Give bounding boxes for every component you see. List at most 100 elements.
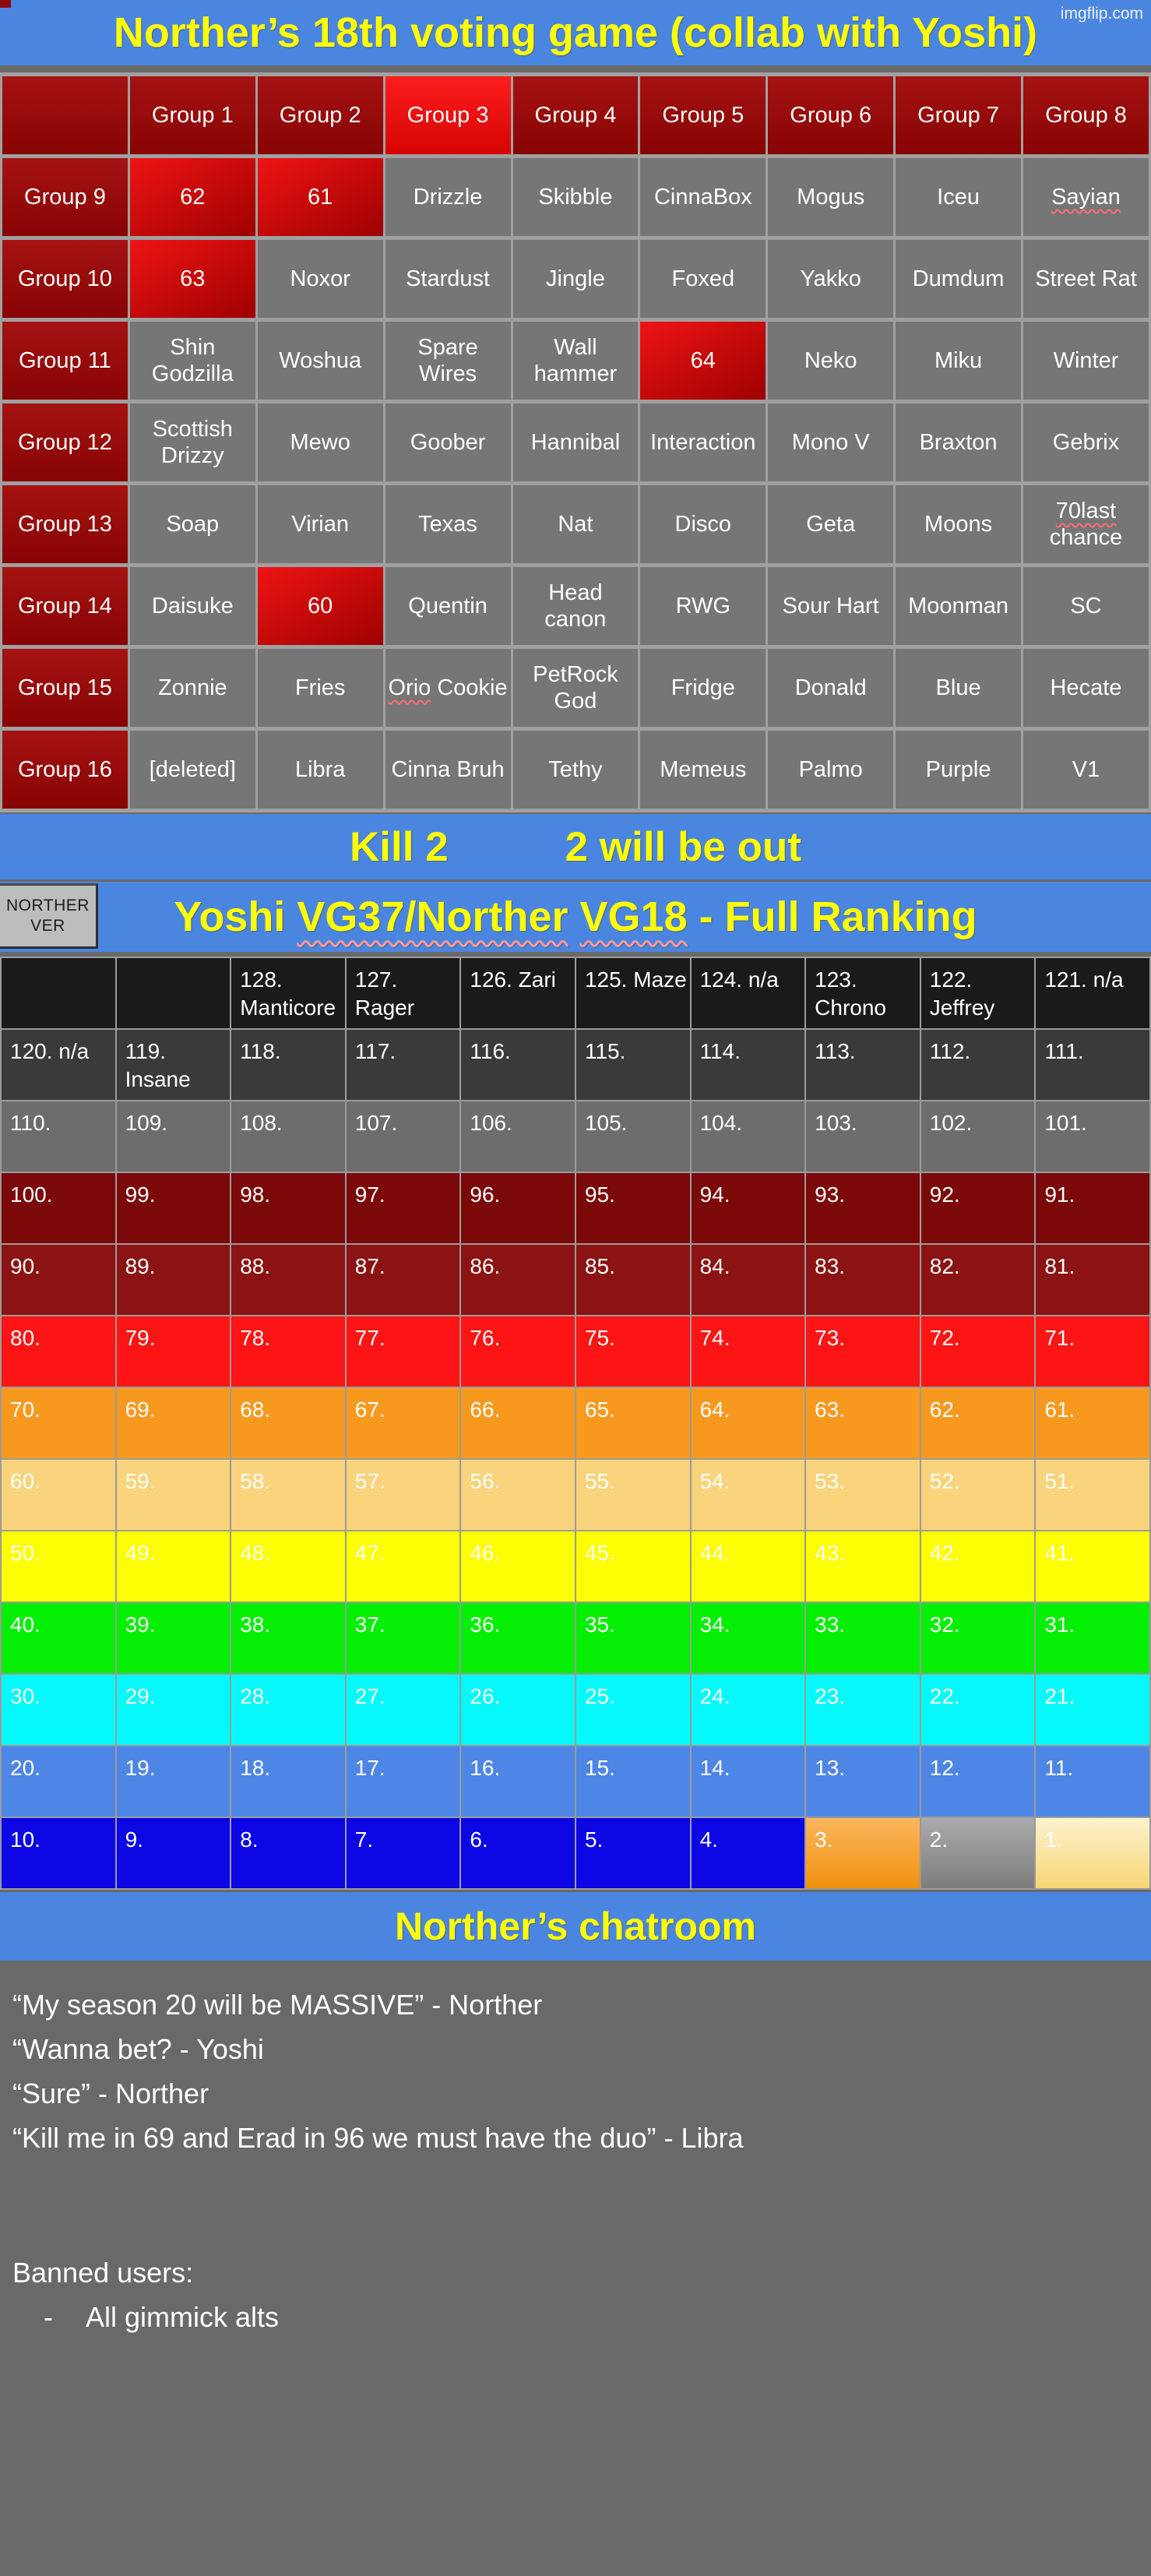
groups-header-row: Group 1 Group 2 Group 3 Group 4 Group 5 Group… bbox=[2, 76, 1149, 154]
norther-ver-button[interactable]: NORTHER VER bbox=[0, 883, 98, 949]
player-cell: Mogus bbox=[768, 158, 894, 236]
player-cell: Daisuke bbox=[129, 567, 255, 645]
rank-cell: 81. bbox=[1034, 1243, 1151, 1316]
group-header-cell: Group 4 bbox=[512, 76, 639, 154]
rank-cell: 57. bbox=[344, 1458, 462, 1531]
rank-cell: 42. bbox=[919, 1530, 1037, 1603]
rank-cell: 76. bbox=[459, 1315, 576, 1388]
group-header-cell: Group 8 bbox=[1023, 76, 1149, 154]
eliminated-number-cell: 63 bbox=[129, 240, 255, 318]
rank-cell bbox=[114, 957, 232, 1030]
eliminated-number-cell: 64 bbox=[640, 322, 766, 400]
rank-cell: 44. bbox=[689, 1530, 807, 1603]
rank-cell: 109. bbox=[114, 1100, 232, 1173]
rank-cell: 118. bbox=[230, 1028, 347, 1101]
ranking-row: 128. Manticore 127. Rager 126. Zari 125. Ma… bbox=[0, 957, 1151, 1030]
player-cell: Foxed bbox=[640, 240, 766, 318]
rank-cell: 3. bbox=[804, 1817, 921, 1890]
rank-cell: 119. Insane bbox=[114, 1028, 232, 1101]
player-cell: Hannibal bbox=[512, 403, 639, 481]
rank-cell: 32. bbox=[919, 1602, 1037, 1675]
player-cell: CinnaBox bbox=[640, 158, 766, 236]
ranking-table-body: 128. Manticore 127. Rager 126. Zari 125. Ma… bbox=[0, 957, 1151, 1890]
group-label-cell: Group 10 bbox=[2, 240, 128, 318]
rank-cell: 37. bbox=[344, 1602, 462, 1675]
group-row: Group 11 Shin Godzilla Woshua Spare Wires Wa… bbox=[2, 322, 1149, 400]
rank-cell: 106. bbox=[459, 1100, 576, 1173]
rank-cell: 123. Chrono bbox=[804, 957, 921, 1030]
player-cell: Palmo bbox=[768, 731, 894, 809]
player-cell: Libra bbox=[257, 731, 383, 809]
chat-message: “Kill me in 69 and Erad in 96 we must ha… bbox=[12, 2122, 744, 2154]
rank-cell: 89. bbox=[114, 1243, 232, 1316]
rank-cell: 36. bbox=[459, 1602, 576, 1675]
rank-cell: 86. bbox=[459, 1243, 576, 1316]
group-header-cell: Group 3 bbox=[385, 76, 511, 154]
rank-cell: 80. bbox=[0, 1315, 117, 1388]
rank-cell: 64. bbox=[689, 1387, 807, 1460]
rank-cell: 74. bbox=[689, 1315, 807, 1388]
player-cell: 70last chance bbox=[1023, 485, 1149, 563]
player-cell: Memeus bbox=[640, 731, 766, 809]
rank-cell: 1. bbox=[1034, 1817, 1151, 1890]
banned-users-item: - All gimmick alts bbox=[12, 2295, 1135, 2339]
player-cell: Yakko bbox=[768, 240, 894, 318]
rank-cell: 40. bbox=[0, 1602, 117, 1675]
rank-cell: 79. bbox=[114, 1315, 232, 1388]
player-cell: RWG bbox=[640, 567, 766, 645]
player-cell: Head canon bbox=[512, 567, 639, 645]
player-cell: Virian bbox=[257, 485, 383, 563]
rank-cell: 43. bbox=[804, 1530, 921, 1603]
ranking-row: 120. n/a 119. Insane 118. 117. 116. 115. 114. 1… bbox=[0, 1028, 1151, 1101]
player-cell: Skibble bbox=[512, 158, 639, 236]
player-cell: [deleted] bbox=[129, 731, 255, 809]
rank-cell: 78. bbox=[230, 1315, 347, 1388]
rank-cell: 61. bbox=[1034, 1387, 1151, 1460]
rank-cell: 9. bbox=[114, 1817, 232, 1890]
rank-cell: 11. bbox=[1034, 1745, 1151, 1818]
player-cell: Drizzle bbox=[385, 158, 511, 236]
rank-cell: 18. bbox=[230, 1745, 347, 1818]
rank-cell: 126. Zari bbox=[459, 957, 576, 1030]
rank-cell: 7. bbox=[344, 1817, 462, 1890]
rank-cell: 104. bbox=[689, 1100, 807, 1173]
rank-cell: 113. bbox=[804, 1028, 921, 1101]
rank-cell: 121. n/a bbox=[1034, 957, 1151, 1030]
rank-cell: 21. bbox=[1034, 1673, 1151, 1746]
rank-cell: 12. bbox=[919, 1745, 1037, 1818]
rank-cell: 31. bbox=[1034, 1602, 1151, 1675]
rank-cell: 103. bbox=[804, 1100, 921, 1173]
player-cell: Neko bbox=[768, 322, 894, 400]
eliminated-number-cell: 62 bbox=[129, 158, 255, 236]
rank-cell: 90. bbox=[0, 1243, 117, 1316]
rank-cell: 111. bbox=[1034, 1028, 1151, 1101]
rank-cell: 101. bbox=[1034, 1100, 1151, 1173]
rank-cell: 24. bbox=[689, 1673, 807, 1746]
player-cell: Sour Hart bbox=[768, 567, 894, 645]
player-cell: Miku bbox=[896, 322, 1021, 400]
rank-cell: 125. Maze bbox=[574, 957, 692, 1030]
voting-game-image: Norther’s 18th voting game (collab with … bbox=[0, 0, 1151, 2339]
player-cell: Dumdum bbox=[896, 240, 1021, 318]
rank-cell: 94. bbox=[689, 1172, 807, 1245]
rank-cell: 73. bbox=[804, 1315, 921, 1388]
kill-banner: Kill 2 2 will be out bbox=[0, 814, 1151, 879]
rank-cell: 97. bbox=[344, 1172, 462, 1245]
chat-message: “Wanna bet? - Yoshi bbox=[12, 2033, 264, 2065]
player-cell: Mewo bbox=[257, 403, 383, 481]
ranking-row: 70. 69. 68. 67. 66. 65. 64. 63. 62. 61. bbox=[0, 1387, 1151, 1460]
out-instruction: 2 will be out bbox=[565, 823, 801, 870]
player-cell: Stardust bbox=[385, 240, 511, 318]
player-cell: Shin Godzilla bbox=[129, 322, 255, 400]
player-cell: Interaction bbox=[640, 403, 766, 481]
rank-cell: 99. bbox=[114, 1172, 232, 1245]
title-banner: Norther’s 18th voting game (collab with … bbox=[0, 0, 1151, 65]
rank-cell: 60. bbox=[0, 1458, 117, 1531]
rank-cell: 5. bbox=[574, 1817, 692, 1890]
rank-cell: 25. bbox=[574, 1673, 692, 1746]
player-cell: Disco bbox=[640, 485, 766, 563]
rank-cell: 49. bbox=[114, 1530, 232, 1603]
rank-cell: 6. bbox=[459, 1817, 576, 1890]
rank-cell: 112. bbox=[919, 1028, 1037, 1101]
group-header-cell: Group 7 bbox=[896, 76, 1021, 154]
